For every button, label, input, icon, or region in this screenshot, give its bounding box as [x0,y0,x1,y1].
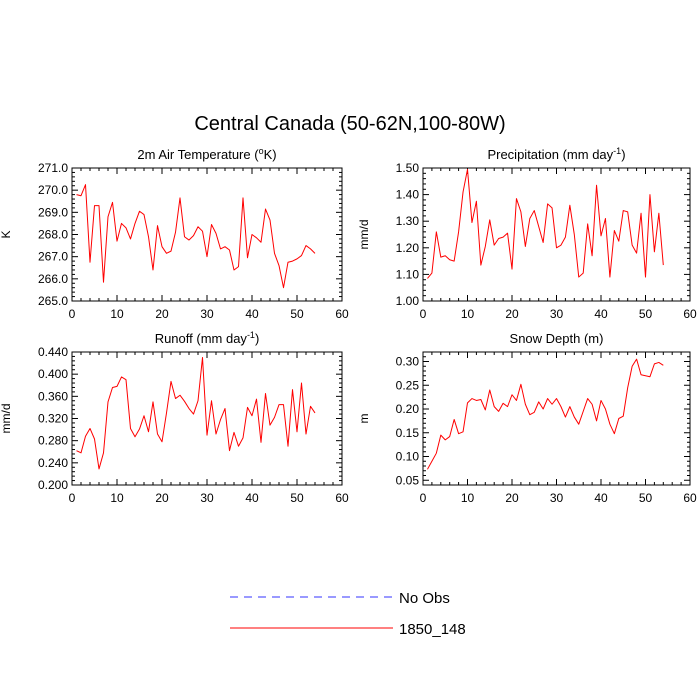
y-tick-label: 1.30 [396,214,420,228]
y-tick-label: 268.0 [38,228,68,242]
panel-title-main: Runoff (mm day [155,331,248,346]
x-tick-label: 60 [683,491,697,505]
x-tick-label: 20 [155,491,169,505]
x-tick-label: 20 [155,307,169,321]
x-tick-label: 30 [550,491,564,505]
plot-frame [71,167,343,302]
x-tick-label: 50 [290,491,304,505]
y-axis-label: mm/d [0,404,13,434]
y-tick-label: 1.00 [396,294,420,308]
x-tick-label: 50 [639,491,653,505]
x-tick-label: 40 [594,307,608,321]
legend: No Obs 1850_148 [230,590,466,638]
plot-frame [71,351,343,486]
x-tick-label: 10 [110,307,124,321]
legend-label: No Obs [399,590,450,607]
x-tick-label: 50 [639,307,653,321]
y-tick-label: 0.360 [38,389,68,403]
figure-title: Central Canada (50-62N,100-80W) [194,113,505,135]
y-tick-label: 1.20 [396,241,420,255]
panel-title: Runoff (mm day-1) [155,330,260,346]
x-tick-label: 60 [335,307,349,321]
x-tick-label: 0 [420,491,427,505]
panel-title-end: K) [264,147,277,162]
x-tick-label: 30 [200,307,214,321]
y-tick-label: 0.240 [38,456,68,470]
y-tick-label: 1.10 [396,267,420,281]
y-tick-label: 0.400 [38,367,68,381]
panel-title-sup: -1 [247,330,255,340]
x-tick-label: 0 [69,491,76,505]
y-tick-label: 270.0 [38,183,68,197]
y-axis-label: K [0,230,13,238]
y-tick-label: 0.15 [396,426,420,440]
panel-title: Snow Depth (m) [510,331,604,346]
x-tick-label: 10 [110,491,124,505]
panel-snow-depth: Snow Depth (m) 0 10 20 30 40 50 60 0.05 0.10 0.15 0… [357,331,697,505]
series-line-1850-148 [427,168,664,279]
panel-title-end: ) [255,331,259,346]
plot-frame [422,167,691,302]
x-tick-label: 40 [594,491,608,505]
x-tick-label: 30 [200,491,214,505]
y-tick-label: 1.50 [396,161,420,175]
x-tick-label: 20 [505,491,519,505]
x-tick-label: 60 [335,491,349,505]
plot-frame [422,351,691,486]
y-tick-label: 0.440 [38,345,68,359]
panel-title-sup: o [259,146,264,156]
panel-title-main: Snow Depth (m) [510,331,604,346]
series-line-1850-148 [76,184,316,289]
y-tick-label: 265.0 [38,294,68,308]
y-tick-label: 0.30 [396,355,420,369]
panel-title-main: 2m Air Temperature ( [137,147,259,162]
y-tick-label: 0.20 [396,402,420,416]
panel-runoff: Runoff (mm day-1) 0 10 20 30 40 50 60 0.200 0.240… [0,330,349,505]
y-axis-label: m [357,414,371,424]
x-tick-label: 40 [245,307,259,321]
x-tick-label: 20 [505,307,519,321]
legend-label: 1850_148 [399,621,466,638]
panel-precipitation: Precipitation (mm day-1) 0 10 20 30 40 50 60 1.0… [357,146,697,321]
panel-air-temperature: 2m Air Temperature (oK) 0 10 20 30 40 50 60 265.… [0,146,349,321]
y-tick-label: 271.0 [38,161,68,175]
panel-title-sup: -1 [613,146,621,156]
panel-title-end: ) [621,147,625,162]
y-tick-label: 0.280 [38,434,68,448]
x-tick-label: 60 [683,307,697,321]
series-line-1850-148 [76,357,316,470]
y-tick-label: 0.320 [38,412,68,426]
y-tick-label: 267.0 [38,250,68,264]
x-tick-label: 0 [69,307,76,321]
x-tick-label: 10 [461,491,475,505]
panel-title: 2m Air Temperature (oK) [137,146,276,162]
panels: 2m Air Temperature (oK)0 10 20 30 40 50 60265.… [0,146,697,505]
y-tick-label: 269.0 [38,205,68,219]
y-tick-label: 0.200 [38,478,68,492]
y-axis-label: mm/d [357,220,371,250]
panel-title-main: Precipitation (mm day [487,147,613,162]
x-tick-label: 30 [550,307,564,321]
panel-title: Precipitation (mm day-1) [487,146,625,162]
y-tick-label: 0.25 [396,378,420,392]
y-tick-label: 0.05 [396,473,420,487]
x-tick-label: 50 [290,307,304,321]
x-tick-label: 40 [245,491,259,505]
x-tick-label: 0 [420,307,427,321]
x-tick-label: 10 [461,307,475,321]
y-tick-label: 266.0 [38,272,68,286]
series-line-1850-148 [427,358,664,470]
y-tick-label: 1.40 [396,188,420,202]
y-tick-label: 0.10 [396,450,420,464]
